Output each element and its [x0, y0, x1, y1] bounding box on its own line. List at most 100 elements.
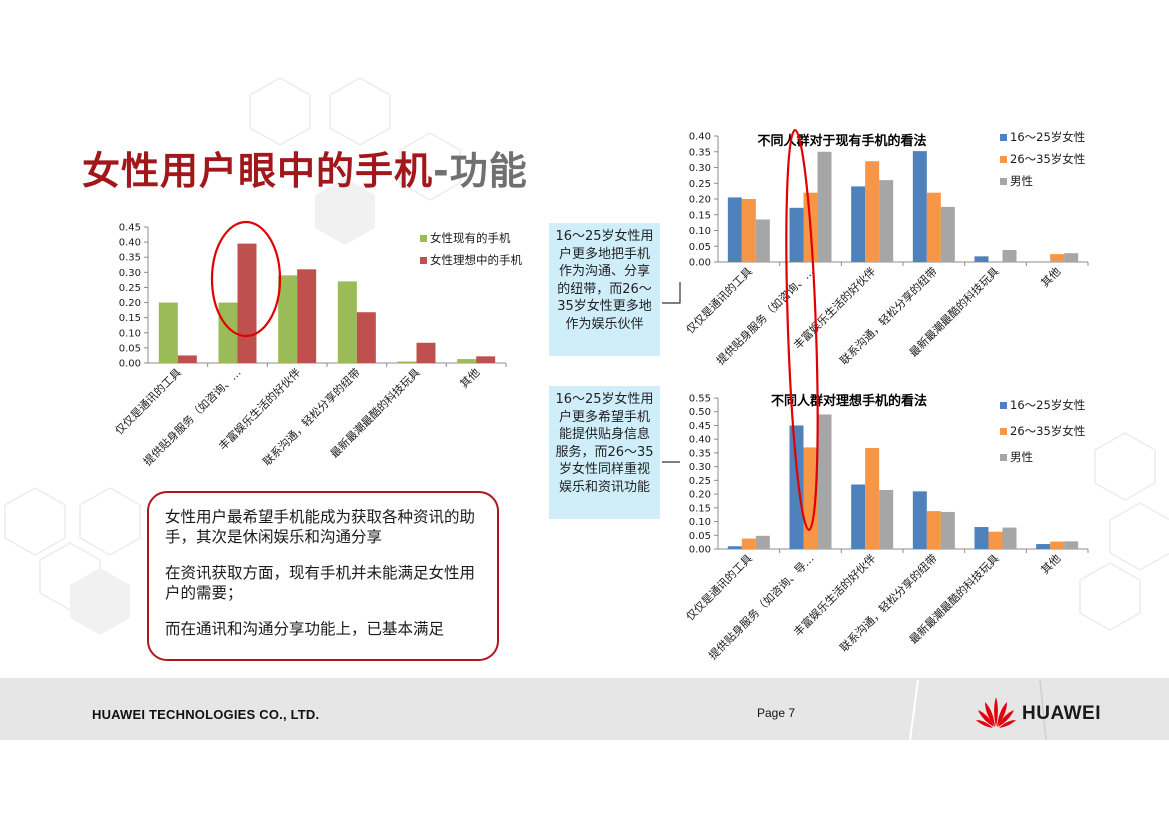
y-tick-label: 0.15 — [119, 313, 141, 324]
bar — [476, 356, 496, 363]
bar — [1064, 253, 1079, 262]
summary-line-1: 女性用户最希望手机能成为获取各种资讯的助手，其次是休闲娱乐和沟通分享 — [165, 508, 476, 546]
legend-label: 女性理想中的手机 — [430, 253, 522, 267]
bar — [218, 302, 238, 363]
footer-band — [0, 678, 1169, 740]
y-tick-label: 0.25 — [689, 179, 711, 190]
bar — [237, 243, 257, 363]
bar — [851, 186, 866, 262]
bar — [865, 447, 880, 549]
y-tick-label: 0.40 — [689, 435, 711, 446]
huawei-logo-icon — [976, 697, 1016, 728]
bar — [727, 546, 742, 549]
legend-swatch — [1000, 178, 1007, 185]
bar — [817, 151, 832, 262]
footer-company: HUAWEI TECHNOLOGIES CO., LTD. — [92, 707, 320, 722]
legend-label: 26～35岁女性 — [1010, 152, 1085, 166]
y-tick-label: 0.20 — [689, 195, 711, 206]
y-tick-label: 0.35 — [689, 147, 711, 158]
huawei-logo-text: HUAWEI — [1022, 703, 1101, 724]
bar — [926, 511, 941, 549]
highlight-ellipse-right — [785, 129, 819, 531]
summary-line-3: 而在通讯和沟通分享功能上，已基本满足 — [165, 620, 445, 638]
y-tick-label: 0.45 — [119, 223, 141, 234]
bar — [988, 531, 1003, 549]
bar — [912, 151, 927, 262]
bar — [755, 535, 770, 549]
bar — [974, 256, 989, 262]
legend-label: 男性 — [1010, 174, 1033, 188]
y-tick-label: 0.00 — [689, 545, 711, 556]
y-tick-label: 0.00 — [689, 258, 711, 269]
bar — [974, 527, 989, 549]
bar — [297, 269, 317, 363]
y-tick-label: 0.35 — [689, 448, 711, 459]
y-tick-label: 0.15 — [689, 210, 711, 221]
bar — [356, 312, 376, 363]
bar — [1050, 541, 1065, 549]
bar — [755, 219, 770, 262]
legend-label: 26～35岁女性 — [1010, 424, 1085, 438]
y-tick-label: 0.45 — [689, 421, 711, 432]
bar — [926, 192, 941, 262]
bar — [879, 489, 894, 549]
bar — [1036, 544, 1051, 549]
bar — [940, 206, 955, 262]
y-tick-label: 0.00 — [119, 359, 141, 370]
bar — [789, 207, 804, 262]
bar — [789, 425, 804, 549]
legend-swatch — [1000, 402, 1007, 409]
bar — [397, 361, 417, 363]
bar — [912, 491, 927, 549]
legend-swatch — [420, 257, 427, 264]
bar — [727, 197, 742, 262]
y-tick-label: 0.05 — [119, 343, 141, 354]
summary-box: 女性用户最希望手机能成为获取各种资讯的助手，其次是休闲娱乐和沟通分享 在资讯获取… — [147, 491, 499, 661]
page-title: 女性用户眼中的手机-功能 — [82, 140, 528, 195]
y-tick-label: 0.10 — [119, 328, 141, 339]
bar — [158, 302, 178, 363]
bar — [940, 511, 955, 549]
bar — [817, 414, 832, 549]
y-tick-label: 0.30 — [119, 268, 141, 279]
legend-swatch — [1000, 156, 1007, 163]
bar — [803, 447, 818, 549]
legend-swatch — [420, 235, 427, 242]
y-tick-label: 0.20 — [689, 490, 711, 501]
y-tick-label: 0.10 — [689, 226, 711, 237]
y-tick-label: 0.15 — [689, 503, 711, 514]
callout-bottom: 16～25岁女性用户更多希望手机能提供贴身信息服务，而26～35岁女性同样重视娱… — [549, 386, 660, 519]
legend-swatch — [1000, 428, 1007, 435]
page-title-main: 女性用户眼中的手机 — [82, 149, 434, 193]
bar — [851, 484, 866, 549]
bar — [177, 355, 197, 363]
bar — [416, 342, 436, 363]
y-tick-label: 0.30 — [689, 462, 711, 473]
bar — [741, 199, 756, 262]
y-tick-label: 0.30 — [689, 163, 711, 174]
footer-page-number: Page 7 — [757, 706, 796, 720]
y-tick-label: 0.40 — [689, 132, 711, 143]
legend-label: 16～25岁女性 — [1010, 398, 1085, 412]
legend-label: 16～25岁女性 — [1010, 130, 1085, 144]
bar — [1002, 250, 1017, 262]
summary-line-2: 在资讯获取方面，现有手机并未能满足女性用户的需要； — [165, 564, 476, 602]
callout-top: 16～25岁女性用户更多地把手机作为沟通、分享的纽带，而26～35岁女性更多地作… — [549, 223, 660, 356]
highlight-ellipse-left — [210, 220, 282, 338]
chart-title: 不同人群对理想手机的看法 — [771, 393, 927, 409]
bar — [278, 275, 298, 363]
y-tick-label: 0.50 — [689, 407, 711, 418]
bar — [1002, 527, 1017, 549]
legend-label: 女性现有的手机 — [430, 231, 511, 245]
bar — [741, 538, 756, 549]
y-tick-label: 0.35 — [119, 253, 141, 264]
y-tick-label: 0.25 — [689, 476, 711, 487]
bar — [1064, 541, 1079, 549]
legend-swatch — [1000, 134, 1007, 141]
